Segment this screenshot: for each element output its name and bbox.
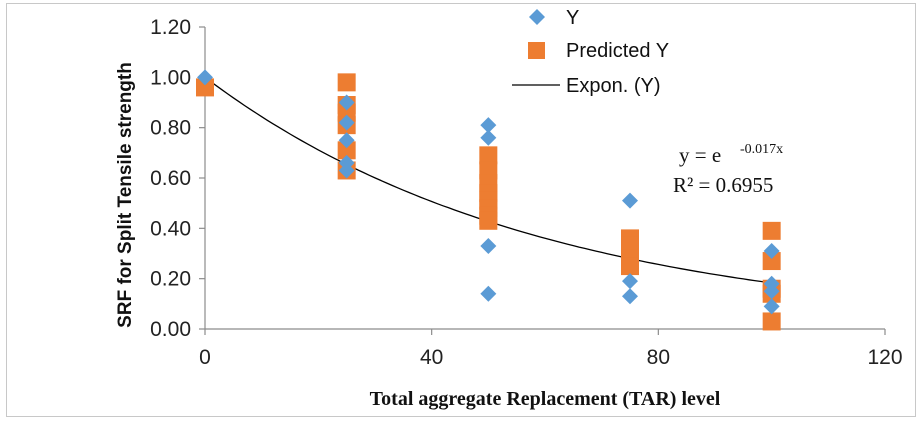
chart-frame: [6, 3, 916, 417]
y-axis-label: SRF for Split Tensile strength: [115, 62, 136, 328]
y-tick-label: 0.20: [150, 268, 191, 291]
y-point: [197, 69, 213, 86]
y-tick-label: 0.40: [150, 217, 191, 240]
y-tick-label: 0.60: [150, 167, 191, 190]
legend-y-label: Y: [566, 7, 579, 29]
predicted-y-point: [621, 257, 639, 276]
predicted-y-point: [196, 78, 214, 97]
y-point: [763, 242, 780, 259]
x-axis-label: Total aggregate Replacement (TAR) level: [370, 388, 721, 410]
x-tick-label: 120: [867, 346, 902, 369]
legend-predicted-marker: [528, 42, 545, 59]
y-point: [480, 237, 497, 254]
y-point: [338, 114, 355, 131]
y-tick-label: 0.00: [150, 318, 191, 341]
y-point: [763, 298, 780, 315]
y-point: [622, 273, 638, 290]
predicted-y-point: [762, 312, 781, 331]
y-point: [480, 129, 497, 146]
x-tick-label: 40: [420, 346, 443, 369]
y-tick-label: 0.80: [150, 117, 191, 140]
predicted-y-point: [479, 146, 498, 165]
equation-exponent: -0.017x: [740, 142, 783, 157]
y-tick-label: 1.00: [150, 66, 191, 89]
y-point: [763, 283, 780, 300]
predicted-y-point: [479, 211, 498, 230]
y-point: [622, 192, 638, 209]
y-axis-ticks: 0.00 0.20 0.40 0.60 0.80 1.00 1.20: [150, 16, 205, 341]
legend: Y Predicted Y Expon. (Y): [512, 7, 669, 97]
x-tick-label: 80: [647, 346, 670, 369]
r-squared-text: R² = 0.6955: [673, 173, 773, 197]
y-point: [622, 288, 638, 305]
y-tick-label: 1.20: [150, 16, 191, 39]
legend-trend-label: Expon. (Y): [566, 75, 660, 97]
x-tick-label: 0: [199, 346, 211, 369]
x-axis-ticks: 0 40 80 120: [199, 329, 903, 369]
predicted-y-point: [762, 221, 781, 240]
y-point: [338, 162, 355, 179]
legend-predicted-label: Predicted Y: [566, 40, 669, 62]
y-point: [338, 132, 355, 149]
legend-y-marker: [529, 9, 545, 25]
y-series: [197, 69, 780, 315]
equation-text: y = e: [679, 143, 721, 167]
y-point: [480, 117, 497, 134]
y-point: [338, 94, 355, 111]
y-point: [480, 285, 497, 302]
predicted-y-point: [762, 252, 781, 271]
predicted-y-point: [337, 141, 356, 160]
predicted-y-point: [337, 73, 356, 92]
trend-equation: y = e -0.017x R² = 0.6955: [673, 142, 783, 197]
